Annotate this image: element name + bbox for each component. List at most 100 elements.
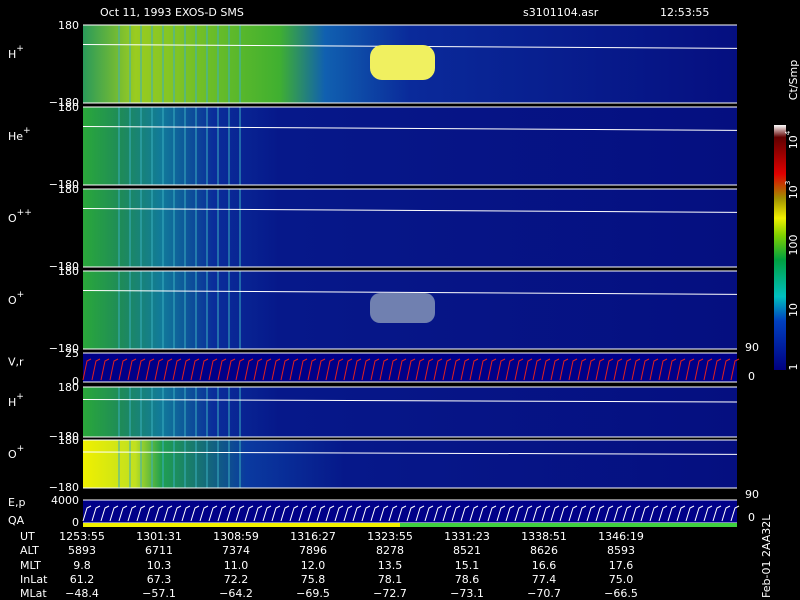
panel-label: H+ [8,392,24,409]
panel-label: He+ [8,126,31,143]
stripe [239,387,241,437]
stripe [228,25,230,103]
stripe [184,189,186,267]
panel-label-base: H [8,48,16,61]
stripe [129,387,131,437]
stripe [162,189,164,267]
stripe [173,387,175,437]
colorbar-label-base: 10 [787,185,800,199]
colorbar-label: 10 [787,303,800,317]
cell: 78.6 [455,573,480,586]
trace [82,208,738,213]
panel-label: E,p [8,496,25,509]
cell: 75.8 [301,573,326,586]
axis-bottom: 0 [72,375,79,388]
panel-bg [83,387,737,437]
cell: 8278 [376,544,404,557]
panel-label-sup: + [23,126,31,136]
cell: 13.5 [378,559,403,572]
cell: 1316:27 [290,530,336,543]
sawtooth [82,505,740,522]
stripe [195,107,197,185]
panel-label-base: V,r [8,356,24,369]
panel-label-base: O [8,212,17,225]
axis-top: 180 [58,434,79,447]
cell: 1323:55 [367,530,413,543]
stripe [184,387,186,437]
stripe [184,25,186,103]
axis-bottom: −180 [49,178,79,191]
panel-label-base: He [8,130,23,143]
axis-right-bottom: 0 [748,370,755,383]
colorbar-label: 104 [783,130,800,149]
panel-label-base: O [8,294,17,307]
colorbar-label-base: 10 [787,135,800,149]
axis-top: 25 [65,347,79,360]
colorbar-label-base: 1 [787,364,800,371]
cell: 15.1 [455,559,480,572]
cell: 1346:19 [598,530,644,543]
stripe [162,25,164,103]
stripe [217,387,219,437]
stripe [151,387,153,437]
footer: Feb-01 2AA32L [760,514,773,598]
stripe [206,189,208,267]
file-name: s3101104.asr [523,6,599,19]
colorbar-label: 103 [783,181,800,200]
colorbar-unit: Ct/Smp [787,60,800,100]
colorbar-label-base: 100 [787,235,800,256]
cell: −64.2 [219,587,253,600]
stripe [217,107,219,185]
cell: −57.1 [142,587,176,600]
stripe [217,25,219,103]
panel-label: O+ [8,290,24,307]
stripe [173,440,175,488]
cell: 72.2 [224,573,249,586]
title: Oct 11, 1993 EXOS-D SMS [100,6,244,19]
colorbar-label-sup: 4 [783,130,792,135]
axis-top: 180 [58,265,79,278]
stripe [228,387,230,437]
stripe [140,271,142,349]
axis-right-bottom: 0 [748,511,755,524]
sawtooth [82,358,740,381]
stripe [118,271,120,349]
stripe [129,271,131,349]
panel-label: O++ [8,208,32,225]
panel-label-sup: + [17,444,25,454]
stripe [162,387,164,437]
stripe [206,387,208,437]
colorbar-label-sup: 3 [783,181,792,186]
cell: 1301:31 [136,530,182,543]
stripe [140,440,142,488]
panel-label-base: H [8,396,16,409]
axis-bottom: −180 [49,342,79,355]
stripe [151,189,153,267]
colorbar [774,125,786,370]
colorbar-label-base: 10 [787,303,800,317]
stripe [217,189,219,267]
axis-top: 4000 [51,494,79,507]
stripe [162,107,164,185]
stripe [140,107,142,185]
cell: 10.3 [147,559,172,572]
cell: 1253:55 [59,530,105,543]
stripe [129,440,131,488]
stripe [140,387,142,437]
stripe [151,440,153,488]
panel-label-base: O [8,448,17,461]
cell: −48.4 [65,587,99,600]
stripe [217,271,219,349]
trace [82,126,738,131]
panel-label-2: QA [8,514,25,527]
stripe [195,189,197,267]
stripe [184,440,186,488]
blob [370,293,435,323]
cell: 8593 [607,544,635,557]
colorbar-label: 1 [787,364,800,371]
stripe [195,440,197,488]
cell: 7374 [222,544,250,557]
axis-top: 180 [58,381,79,394]
cell: 8521 [453,544,481,557]
